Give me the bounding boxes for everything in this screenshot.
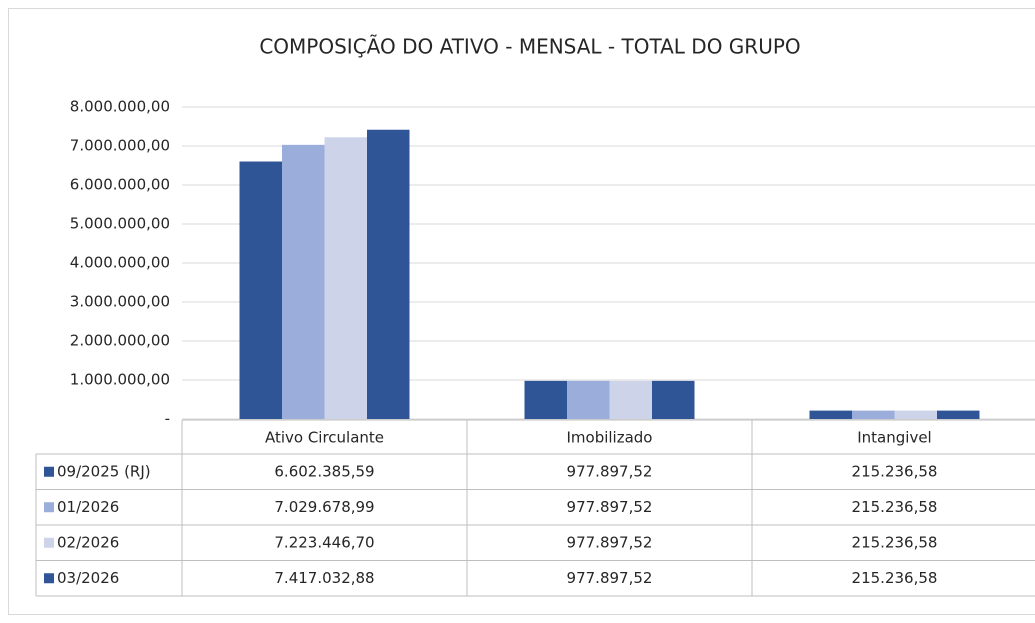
table-value: 977.897,52: [567, 569, 653, 587]
table-value: 215.236,58: [852, 569, 938, 587]
x-tick-label: Imobilizado: [566, 429, 652, 447]
bar: [324, 137, 367, 419]
y-tick-label: 8.000.000,00: [70, 98, 170, 116]
y-tick-label: 2.000.000,00: [70, 332, 170, 350]
table-value: 977.897,52: [567, 533, 653, 551]
y-tick-label: 7.000.000,00: [70, 137, 170, 155]
table-value: 215.236,58: [852, 462, 938, 480]
legend-key: [44, 573, 54, 584]
legend-label: 01/2026: [57, 498, 119, 516]
legend-key: [44, 537, 54, 548]
bar: [609, 380, 652, 419]
chart-title: COMPOSIÇÃO DO ATIVO - MENSAL - TOTAL DO …: [259, 35, 800, 59]
legend-label: 02/2026: [57, 533, 119, 551]
bar: [894, 410, 937, 419]
table-value: 6.602.385,59: [274, 462, 374, 480]
bar: [652, 380, 695, 419]
table-value: 977.897,52: [567, 462, 653, 480]
y-tick-label: 4.000.000,00: [70, 254, 170, 272]
bar: [239, 161, 282, 419]
table-value: 215.236,58: [852, 533, 938, 551]
bar: [809, 410, 852, 419]
y-tick-label: 6.000.000,00: [70, 176, 170, 194]
legend-label: 09/2025 (RJ): [57, 462, 151, 480]
table-value: 215.236,58: [852, 498, 938, 516]
bar: [852, 410, 895, 419]
x-tick-label: Ativo Circulante: [265, 429, 384, 447]
legend-label: 03/2026: [57, 569, 119, 587]
bar: [367, 129, 410, 419]
table-value: 7.029.678,99: [274, 498, 374, 516]
chart-border: [8, 8, 1035, 615]
x-tick-label: Intangivel: [857, 429, 931, 447]
y-tick-label: 1.000.000,00: [70, 371, 170, 389]
table-value: 977.897,52: [567, 498, 653, 516]
bar: [282, 144, 325, 419]
bar: [524, 380, 567, 419]
y-tick-label: -: [165, 410, 170, 428]
bar: [937, 410, 980, 419]
y-tick-label: 3.000.000,00: [70, 293, 170, 311]
table-value: 7.223.446,70: [274, 533, 374, 551]
table-value: 7.417.032,88: [274, 569, 374, 587]
y-tick-label: 5.000.000,00: [70, 215, 170, 233]
bar: [567, 380, 610, 419]
legend-key: [44, 502, 54, 513]
legend-key: [44, 466, 54, 477]
